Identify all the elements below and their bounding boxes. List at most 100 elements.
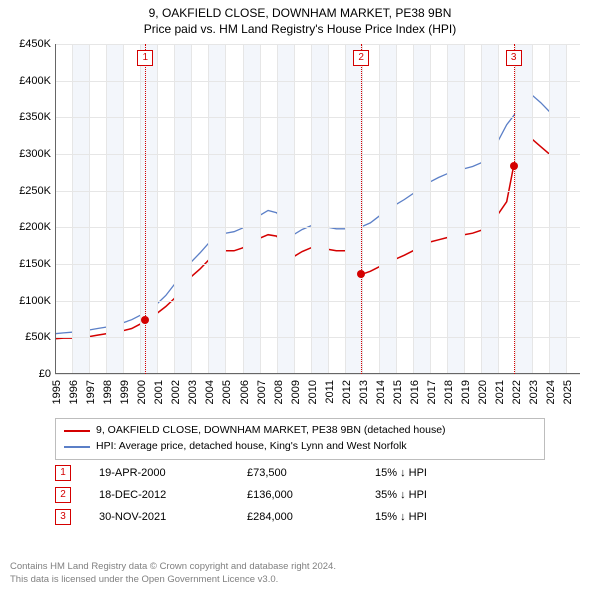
ytick-label: £50K (25, 331, 51, 343)
ytick-label: £400K (19, 75, 51, 87)
xtick-label: 2015 (392, 380, 404, 404)
ytick-label: £0 (39, 368, 51, 380)
year-band (106, 44, 123, 374)
sale-marker-line (145, 44, 146, 374)
gridline-h (55, 44, 580, 45)
year-band (243, 44, 260, 374)
sales-num-box: 3 (55, 509, 71, 525)
xtick-label: 2005 (221, 380, 233, 404)
plot-area: 1995199619971998199920002001200220032004… (55, 44, 580, 374)
sales-price: £73,500 (247, 467, 347, 479)
sales-date: 30-NOV-2021 (99, 511, 219, 523)
gridline-h (55, 117, 580, 118)
ytick-label: £100K (19, 295, 51, 307)
gridline-h (55, 337, 580, 338)
sale-marker-box: 1 (137, 50, 153, 66)
year-band (345, 44, 362, 374)
xtick-label: 2003 (187, 380, 199, 404)
sales-date: 18-DEC-2012 (99, 489, 219, 501)
chart-titles: 9, OAKFIELD CLOSE, DOWNHAM MARKET, PE38 … (0, 0, 600, 41)
gridline-v (123, 44, 124, 374)
sales-num-box: 1 (55, 465, 71, 481)
xtick-label: 2001 (153, 380, 165, 404)
gridline-v (311, 44, 312, 374)
sales-date: 19-APR-2000 (99, 467, 219, 479)
gridline-v (225, 44, 226, 374)
footer: Contains HM Land Registry data © Crown c… (10, 561, 336, 586)
sale-marker-line (514, 44, 515, 374)
sale-dot (510, 162, 518, 170)
year-band (208, 44, 225, 374)
footer-line-2: This data is licensed under the Open Gov… (10, 574, 336, 586)
ytick-label: £350K (19, 111, 51, 123)
xtick-label: 2002 (170, 380, 182, 404)
year-band (140, 44, 157, 374)
sale-dot (141, 316, 149, 324)
sales-row: 330-NOV-2021£284,00015% ↓ HPI (55, 506, 545, 528)
gridline-v (89, 44, 90, 374)
gridline-v (72, 44, 73, 374)
gridline-v (549, 44, 550, 374)
gridline-v (396, 44, 397, 374)
xtick-label: 2022 (511, 380, 523, 404)
legend-row: HPI: Average price, detached house, King… (64, 439, 536, 455)
xtick-label: 2011 (324, 380, 336, 404)
xtick-label: 1998 (102, 380, 114, 404)
axis-border (55, 44, 56, 374)
xtick-label: 2014 (375, 380, 387, 404)
gridline-v (566, 44, 567, 374)
xtick-label: 2000 (136, 380, 148, 404)
gridline-v (515, 44, 516, 374)
legend-swatch (64, 430, 90, 432)
year-band (413, 44, 430, 374)
gridline-v (345, 44, 346, 374)
year-band (379, 44, 396, 374)
xtick-label: 2009 (290, 380, 302, 404)
xtick-label: 2019 (460, 380, 472, 404)
gridline-v (106, 44, 107, 374)
xtick-label: 2025 (562, 380, 574, 404)
legend-swatch (64, 446, 90, 448)
gridline-h (55, 227, 580, 228)
xtick-label: 2024 (545, 380, 557, 404)
title-line-2: Price paid vs. HM Land Registry's House … (0, 22, 600, 38)
sales-price: £136,000 (247, 489, 347, 501)
ytick-label: £300K (19, 148, 51, 160)
year-band (549, 44, 566, 374)
gridline-v (277, 44, 278, 374)
legend: 9, OAKFIELD CLOSE, DOWNHAM MARKET, PE38 … (55, 418, 545, 460)
xtick-label: 2017 (426, 380, 438, 404)
legend-row: 9, OAKFIELD CLOSE, DOWNHAM MARKET, PE38 … (64, 423, 536, 439)
year-band (311, 44, 328, 374)
sales-row: 1 19-APR-2000 £73,500 15% ↓ HPI (55, 462, 545, 484)
year-band (515, 44, 532, 374)
xtick-label: 2018 (443, 380, 455, 404)
axis-border (55, 373, 580, 374)
xtick-label: 2012 (341, 380, 353, 404)
legend-label: 9, OAKFIELD CLOSE, DOWNHAM MARKET, PE38 … (96, 423, 446, 439)
sales-table: 119-APR-2000£73,50015% ↓ HPI218-DEC-2012… (55, 462, 545, 528)
gridline-v (413, 44, 414, 374)
sale-dot (357, 270, 365, 278)
gridline-v (157, 44, 158, 374)
sale-marker-line (361, 44, 362, 374)
gridline-v (243, 44, 244, 374)
gridline-h (55, 264, 580, 265)
gridline-v (191, 44, 192, 374)
sales-diff: 15% ↓ HPI (375, 467, 485, 479)
gridline-v (430, 44, 431, 374)
sales-diff: 35% ↓ HPI (375, 489, 485, 501)
gridline-v (447, 44, 448, 374)
footer-line-1: Contains HM Land Registry data © Crown c… (10, 561, 336, 573)
xtick-label: 2013 (358, 380, 370, 404)
title-line-1: 9, OAKFIELD CLOSE, DOWNHAM MARKET, PE38 … (0, 6, 600, 22)
ytick-label: £250K (19, 185, 51, 197)
xtick-label: 2008 (273, 380, 285, 404)
sales-price: £284,000 (247, 511, 347, 523)
year-band (277, 44, 294, 374)
year-band (447, 44, 464, 374)
gridline-h (55, 154, 580, 155)
year-band (72, 44, 89, 374)
gridline-h (55, 301, 580, 302)
legend-label: HPI: Average price, detached house, King… (96, 439, 407, 455)
